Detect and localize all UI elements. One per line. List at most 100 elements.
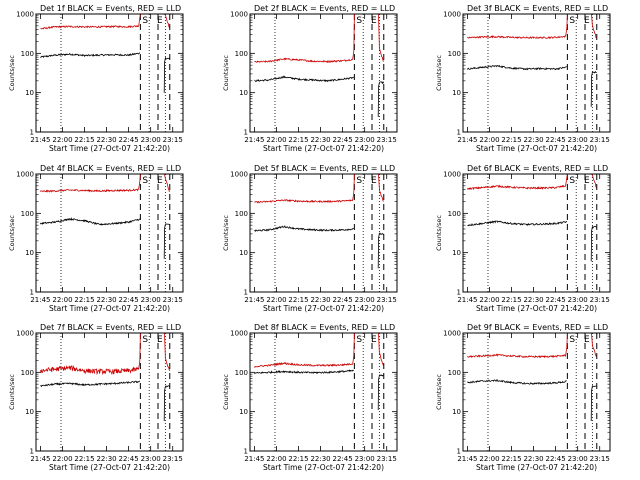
- events-recovery-line: [377, 81, 385, 118]
- y-axis-label: Counts/sec: [8, 374, 16, 410]
- y-tick-label: 10: [452, 249, 461, 257]
- panel-1: Det 1f BLACK = Events, RED = LLD Counts/s…: [8, 4, 184, 153]
- y-tick-label: 100: [21, 369, 34, 377]
- lld-series-line: [467, 174, 568, 191]
- y-axis-label: Counts/sec: [435, 215, 443, 251]
- x-tick-label: 22:00: [479, 136, 499, 144]
- x-tick-label: 21:45: [30, 455, 50, 463]
- x-tick-label: 22:45: [333, 296, 353, 304]
- x-tick-label: 21:45: [457, 455, 477, 463]
- start-marker-label: S: [569, 16, 575, 26]
- y-tick-label: 10: [25, 89, 34, 97]
- y-tick-label: 1: [244, 289, 248, 297]
- y-tick-label: 1: [244, 129, 248, 137]
- x-tick-label: 22:00: [266, 136, 286, 144]
- end-marker-label: E: [157, 335, 163, 345]
- panel-4: Det 4f BLACK = Events, RED = LLD Counts/s…: [8, 164, 184, 313]
- lld-recovery-line: [164, 14, 170, 28]
- events-recovery-line: [590, 385, 597, 422]
- events-recovery-line: [163, 385, 171, 422]
- start-marker-label: S: [356, 176, 362, 186]
- end-marker-label: E: [157, 16, 163, 26]
- events-recovery-line: [377, 232, 384, 269]
- x-tick-label: 21:45: [457, 296, 477, 304]
- panel-6: Det 6f BLACK = Events, RED = LLD Counts/s…: [435, 164, 611, 313]
- y-tick-label: 100: [448, 50, 461, 58]
- events-recovery-line: [377, 374, 384, 411]
- end-marker-label: E: [584, 16, 590, 26]
- x-tick-label: 23:00: [355, 296, 375, 304]
- x-tick-label: 22:15: [288, 455, 308, 463]
- end-marker-label: E: [371, 335, 377, 345]
- x-tick-label: 22:30: [523, 296, 543, 304]
- x-tick-label: 21:45: [457, 136, 477, 144]
- y-axis-label: Counts/sec: [222, 374, 230, 410]
- x-tick-label: 22:30: [523, 455, 543, 463]
- x-tick-label: 22:15: [288, 136, 308, 144]
- x-axis-label: Start Time (27-Oct-07 21:42:20): [263, 463, 384, 472]
- start-marker-label: S: [356, 16, 362, 26]
- end-marker-label: E: [584, 176, 590, 186]
- panel-2: Det 2f BLACK = Events, RED = LLD Counts/s…: [222, 4, 398, 153]
- start-marker-label: S: [142, 16, 148, 26]
- plot-frame: [35, 173, 184, 293]
- events-series-line: [40, 380, 141, 388]
- x-tick-label: 23:15: [590, 296, 610, 304]
- panel-5: Det 5f BLACK = Events, RED = LLD Counts/s…: [222, 164, 398, 313]
- x-tick-label: 23:15: [377, 296, 397, 304]
- panel-title: Det 2f BLACK = Events, RED = LLD: [254, 4, 395, 13]
- x-tick-label: 22:15: [501, 455, 521, 463]
- lld-series-line: [254, 14, 355, 64]
- x-axis-label: Start Time (27-Oct-07 21:42:20): [49, 463, 170, 472]
- y-tick-label: 1000: [230, 330, 248, 338]
- y-tick-label: 1: [30, 289, 34, 297]
- start-marker-label: S: [569, 335, 575, 345]
- plot-frame: [462, 13, 611, 133]
- panel-title: Det 8f BLACK = Events, RED = LLD: [254, 323, 395, 332]
- y-tick-label: 1: [457, 448, 461, 456]
- y-axis-label: Counts/sec: [222, 215, 230, 251]
- y-tick-label: 1000: [443, 171, 461, 179]
- x-tick-label: 22:15: [74, 455, 94, 463]
- x-tick-label: 22:00: [52, 455, 72, 463]
- x-tick-label: 23:00: [568, 455, 588, 463]
- x-tick-label: 22:30: [96, 136, 116, 144]
- y-tick-label: 1000: [230, 171, 248, 179]
- y-tick-label: 100: [235, 210, 248, 218]
- x-tick-label: 22:45: [546, 455, 566, 463]
- x-tick-label: 23:00: [141, 136, 161, 144]
- x-tick-label: 22:15: [501, 136, 521, 144]
- panel-9: Det 9f BLACK = Events, RED = LLD Counts/s…: [435, 323, 611, 472]
- x-tick-label: 23:00: [141, 296, 161, 304]
- x-tick-label: 21:45: [244, 136, 264, 144]
- x-axis-label: Start Time (27-Oct-07 21:42:20): [263, 304, 384, 313]
- panel-title: Det 9f BLACK = Events, RED = LLD: [467, 323, 608, 332]
- y-tick-label: 100: [235, 50, 248, 58]
- y-tick-label: 1000: [16, 330, 34, 338]
- x-tick-label: 22:30: [310, 455, 330, 463]
- y-tick-label: 100: [235, 369, 248, 377]
- x-axis-label: Start Time (27-Oct-07 21:42:20): [476, 463, 597, 472]
- x-tick-label: 23:15: [377, 455, 397, 463]
- panel-title: Det 1f BLACK = Events, RED = LLD: [40, 4, 181, 13]
- x-tick-label: 22:00: [266, 296, 286, 304]
- y-tick-label: 1000: [443, 11, 461, 19]
- panel-title: Det 4f BLACK = Events, RED = LLD: [40, 164, 181, 173]
- x-tick-label: 23:15: [590, 136, 610, 144]
- x-tick-label: 22:30: [310, 296, 330, 304]
- start-marker-label: S: [356, 335, 362, 345]
- x-tick-label: 22:15: [74, 296, 94, 304]
- events-series-line: [254, 225, 354, 233]
- events-recovery-line: [163, 223, 170, 259]
- lld-recovery-line: [591, 333, 597, 357]
- panel-3: Det 3f BLACK = Events, RED = LLD Counts/s…: [435, 4, 611, 153]
- panel-title: Det 6f BLACK = Events, RED = LLD: [467, 164, 608, 173]
- lld-series-line: [254, 333, 355, 368]
- y-tick-label: 10: [25, 249, 34, 257]
- y-axis-label: Counts/sec: [222, 55, 230, 91]
- y-tick-label: 1000: [16, 11, 34, 19]
- lld-series-line: [40, 333, 141, 376]
- y-tick-label: 1000: [16, 171, 34, 179]
- x-tick-label: 22:45: [546, 136, 566, 144]
